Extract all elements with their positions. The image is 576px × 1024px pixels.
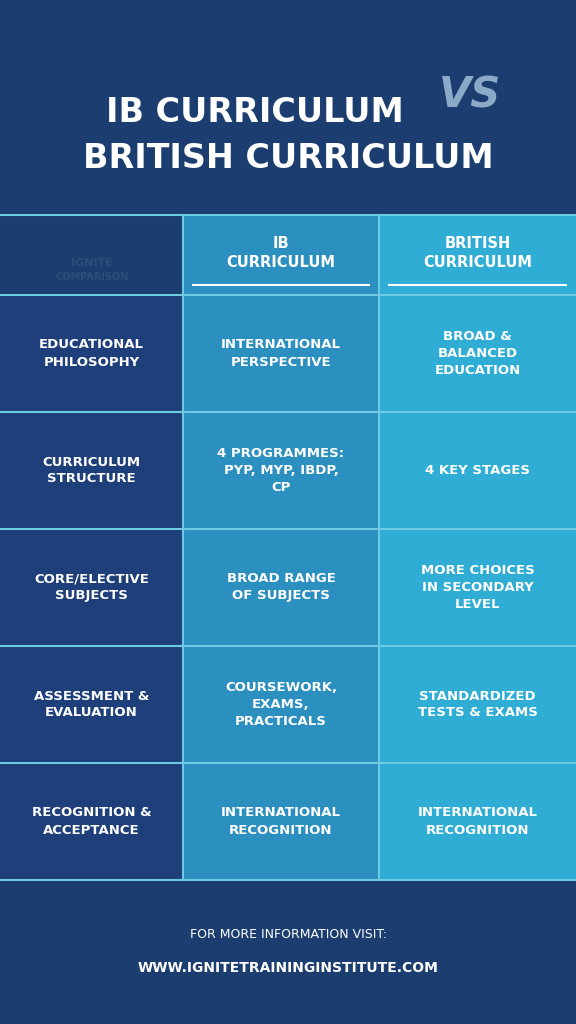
Bar xyxy=(0,763,183,880)
Text: EDUCATIONAL
PHILOSOPHY: EDUCATIONAL PHILOSOPHY xyxy=(39,339,144,369)
Text: IB
CURRICULUM: IB CURRICULUM xyxy=(226,237,335,269)
Bar xyxy=(183,529,379,646)
Text: COURSEWORK,
EXAMS,
PRACTICALS: COURSEWORK, EXAMS, PRACTICALS xyxy=(225,681,337,728)
Bar xyxy=(379,529,576,646)
Text: IGNITE: IGNITE xyxy=(71,258,113,268)
Text: ASSESSMENT &
EVALUATION: ASSESSMENT & EVALUATION xyxy=(34,689,149,720)
Bar xyxy=(0,295,183,412)
Bar xyxy=(0,646,183,763)
Bar xyxy=(183,763,379,880)
Text: COMPARISON: COMPARISON xyxy=(55,272,128,282)
Text: BROAD RANGE
OF SUBJECTS: BROAD RANGE OF SUBJECTS xyxy=(226,572,335,602)
Bar xyxy=(183,412,379,529)
Text: INTERNATIONAL
RECOGNITION: INTERNATIONAL RECOGNITION xyxy=(418,807,537,837)
Bar xyxy=(379,412,576,529)
Bar xyxy=(183,646,379,763)
Text: 4 KEY STAGES: 4 KEY STAGES xyxy=(425,464,530,477)
Bar xyxy=(0,529,183,646)
Text: INTERNATIONAL
PERSPECTIVE: INTERNATIONAL PERSPECTIVE xyxy=(221,339,341,369)
Bar xyxy=(379,215,576,295)
Text: INTERNATIONAL
RECOGNITION: INTERNATIONAL RECOGNITION xyxy=(221,807,341,837)
Bar xyxy=(379,295,576,412)
Text: CORE/ELECTIVE
SUBJECTS: CORE/ELECTIVE SUBJECTS xyxy=(34,572,149,602)
Text: BRITISH
CURRICULUM: BRITISH CURRICULUM xyxy=(423,237,532,269)
Text: CURRICULUM
STRUCTURE: CURRICULUM STRUCTURE xyxy=(43,456,141,485)
Text: STANDARDIZED
TESTS & EXAMS: STANDARDIZED TESTS & EXAMS xyxy=(418,689,537,720)
Text: BRITISH CURRICULUM: BRITISH CURRICULUM xyxy=(83,141,493,174)
Bar xyxy=(0,0,576,215)
Text: MORE CHOICES
IN SECONDARY
LEVEL: MORE CHOICES IN SECONDARY LEVEL xyxy=(420,564,535,611)
Bar xyxy=(379,646,576,763)
Bar xyxy=(183,295,379,412)
Text: WWW.IGNITETRAININGINSTITUTE.COM: WWW.IGNITETRAININGINSTITUTE.COM xyxy=(138,961,438,975)
Bar xyxy=(0,215,183,295)
Bar xyxy=(183,215,379,295)
Bar xyxy=(379,763,576,880)
Text: VS: VS xyxy=(439,74,501,116)
Bar xyxy=(0,412,183,529)
Text: 4 PROGRAMMES:
PYP, MYP, IBDP,
CP: 4 PROGRAMMES: PYP, MYP, IBDP, CP xyxy=(217,447,344,494)
Bar xyxy=(0,880,576,1024)
Text: IB CURRICULUM: IB CURRICULUM xyxy=(106,96,404,129)
Text: RECOGNITION &
ACCEPTANCE: RECOGNITION & ACCEPTANCE xyxy=(32,807,151,837)
Text: FOR MORE INFORMATION VISIT:: FOR MORE INFORMATION VISIT: xyxy=(190,929,386,941)
Text: BROAD &
BALANCED
EDUCATION: BROAD & BALANCED EDUCATION xyxy=(434,330,521,377)
